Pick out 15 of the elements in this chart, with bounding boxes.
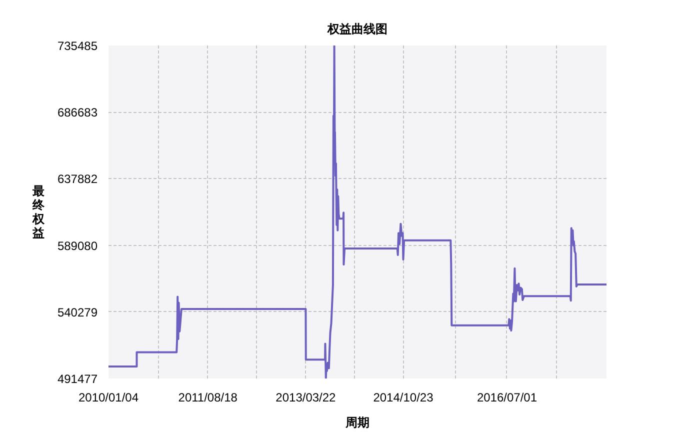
y-tick-label: 637882 (57, 172, 98, 186)
y-tick-label: 589080 (57, 238, 98, 253)
y-tick-label: 735485 (57, 39, 98, 53)
y-tick-label: 491477 (57, 372, 98, 386)
y-axis-title: 最终权益 (31, 184, 46, 240)
line-series (108, 46, 606, 378)
x-tick-label: 2016/07/01 (476, 390, 538, 404)
y-tick-label: 540279 (57, 305, 98, 320)
x-tick-label: 2011/08/18 (178, 390, 238, 404)
x-tick-label: 2010/01/04 (78, 390, 139, 404)
x-tick-label: 2014/10/23 (373, 390, 434, 404)
x-tick-label: 2013/03/22 (276, 390, 336, 404)
x-axis-title: 周期 (344, 416, 370, 430)
chart-title: 权益曲线图 (326, 22, 388, 36)
y-tick-label: 686683 (57, 106, 98, 120)
